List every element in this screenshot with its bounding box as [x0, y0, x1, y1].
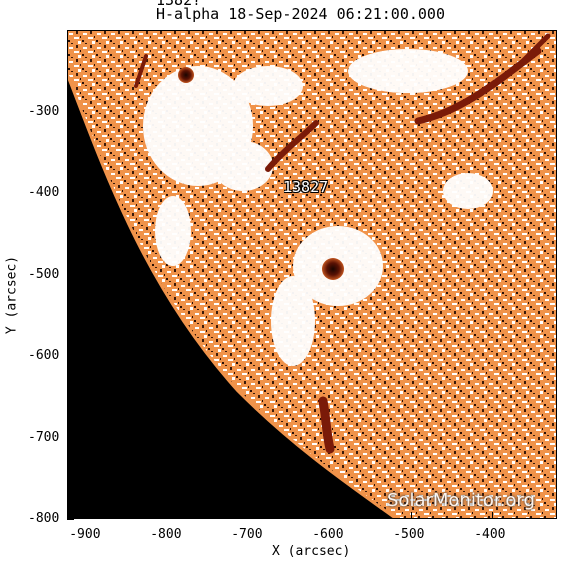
top-label: 1382? — [156, 0, 202, 9]
y-tick-label: -800 — [28, 511, 60, 526]
x-tick-label: -500 — [393, 527, 425, 542]
y-tick-mark — [67, 356, 74, 357]
x-tick-mark — [492, 512, 494, 519]
sunspot — [178, 67, 194, 83]
x-tick-label: -800 — [150, 527, 182, 542]
x-axis-label: X (arcsec) — [272, 544, 351, 559]
x-tick-mark — [249, 512, 251, 519]
y-tick-mark — [67, 274, 74, 276]
sunspot — [322, 258, 344, 280]
y-tick-mark — [67, 519, 74, 520]
off-limb-space — [68, 76, 396, 518]
y-tick-mark — [67, 437, 74, 439]
solar-image — [68, 31, 556, 518]
solar-image-panel — [67, 30, 557, 519]
y-tick-label: -300 — [28, 103, 60, 119]
y-tick-mark — [67, 193, 74, 194]
y-axis-label-wrapper: Y (arcsec) — [2, 250, 22, 340]
y-tick-mark — [67, 111, 74, 113]
watermark: SolarMonitor.org — [387, 490, 535, 511]
x-tick-mark — [330, 512, 332, 519]
x-tick-label: -700 — [231, 527, 263, 542]
x-tick-mark — [87, 512, 89, 519]
x-tick-mark — [411, 512, 413, 519]
plage-regions — [143, 49, 493, 366]
x-tick-label: -900 — [69, 527, 101, 542]
active-region-label: 13827 — [283, 178, 329, 196]
y-axis-label: Y (arcsec) — [4, 255, 20, 335]
x-tick-mark — [168, 512, 170, 519]
y-tick-label: -700 — [28, 429, 60, 445]
x-tick-label: -400 — [474, 527, 506, 542]
filaments — [134, 33, 551, 454]
plot-title: H-alpha 18-Sep-2024 06:21:00.000 — [156, 5, 445, 23]
y-tick-label: -500 — [28, 266, 60, 282]
y-tick-label: -600 — [28, 348, 60, 363]
x-tick-label: -600 — [312, 527, 344, 542]
limb-edge — [68, 75, 398, 518]
y-tick-label: -400 — [28, 185, 60, 200]
